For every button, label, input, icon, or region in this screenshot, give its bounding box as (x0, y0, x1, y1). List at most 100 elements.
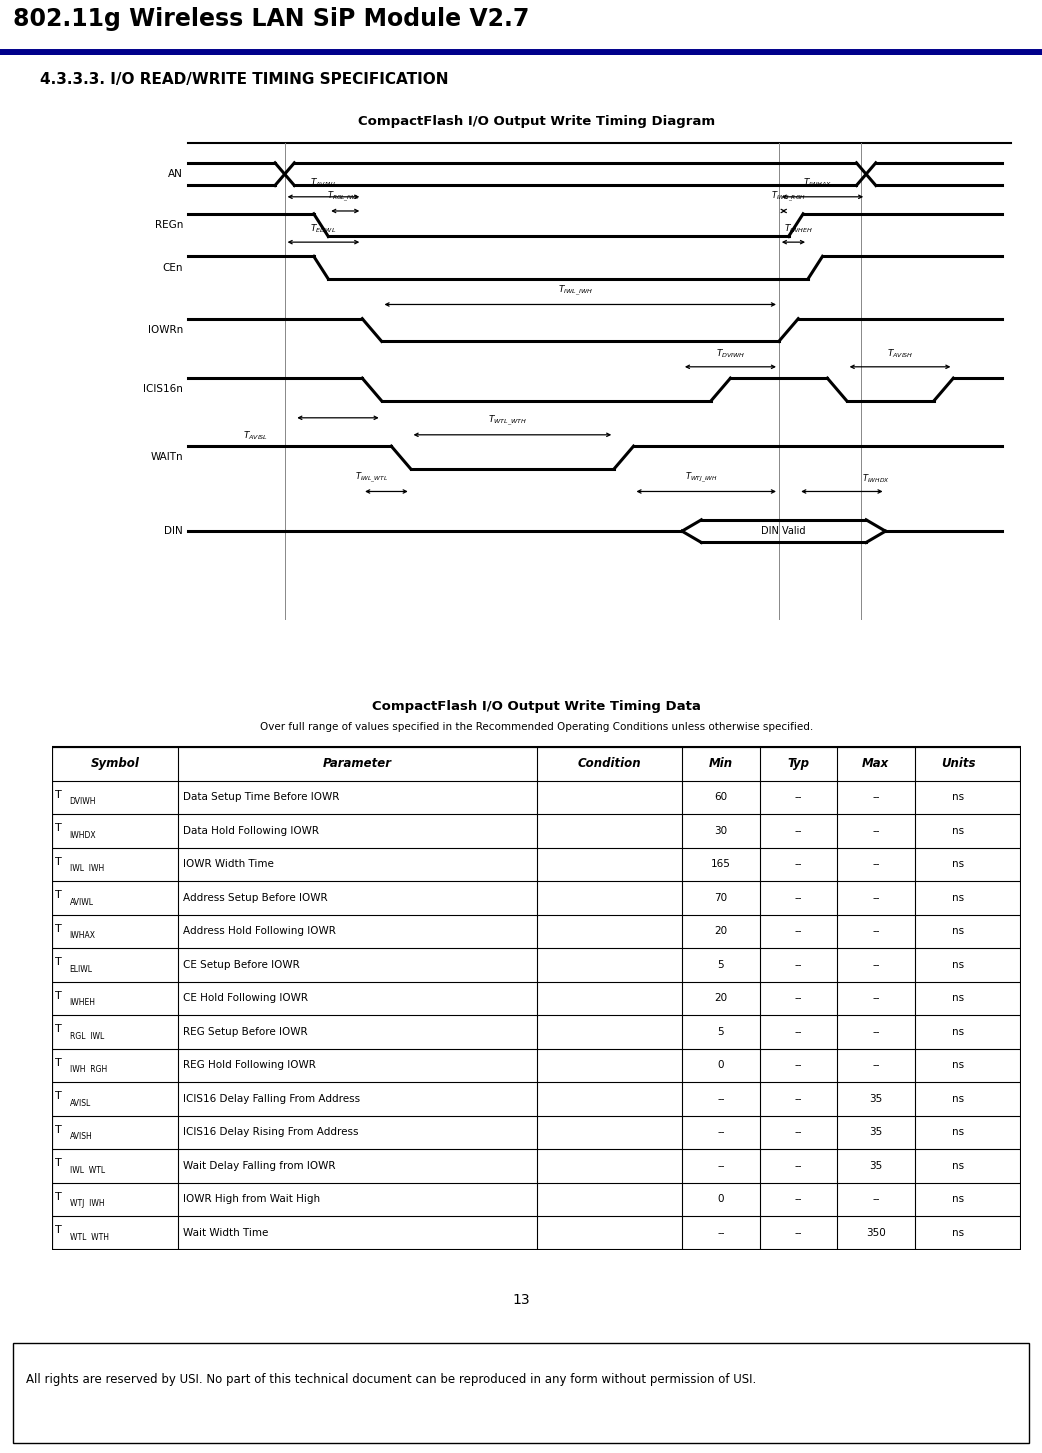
Text: ns: ns (952, 960, 964, 969)
Text: --: -- (795, 994, 802, 1004)
Text: $T_{IWHAX}$: $T_{IWHAX}$ (803, 177, 833, 189)
Text: Wait Width Time: Wait Width Time (183, 1228, 268, 1238)
Text: 13: 13 (513, 1293, 529, 1308)
Text: $T_{AVIWL}$: $T_{AVIWL}$ (309, 177, 338, 189)
Text: --: -- (872, 892, 879, 902)
Text: CEn: CEn (163, 263, 183, 273)
Text: IWH  RGH: IWH RGH (70, 1065, 106, 1074)
Text: Symbol: Symbol (91, 757, 140, 770)
Text: WTL  WTH: WTL WTH (70, 1232, 108, 1242)
Text: T: T (55, 1158, 61, 1168)
Text: --: -- (872, 825, 879, 835)
Text: --: -- (872, 859, 879, 869)
Text: $T_{IWH\_RGH}$: $T_{IWH\_RGH}$ (771, 190, 807, 205)
Text: --: -- (717, 1094, 724, 1104)
Text: WTJ  IWH: WTJ IWH (70, 1199, 104, 1209)
Text: T: T (55, 958, 61, 968)
Text: T: T (55, 1225, 61, 1235)
Text: T: T (55, 1091, 61, 1101)
Text: RGL  IWL: RGL IWL (70, 1032, 104, 1040)
Text: REG Setup Before IOWR: REG Setup Before IOWR (183, 1027, 307, 1037)
Text: --: -- (717, 1228, 724, 1238)
Text: T: T (55, 1024, 61, 1035)
Text: AVIWL: AVIWL (70, 898, 94, 907)
Text: ns: ns (952, 1194, 964, 1205)
Text: --: -- (795, 859, 802, 869)
Text: --: -- (717, 1128, 724, 1138)
Text: 0: 0 (718, 1061, 724, 1071)
Text: $T_{IWHEH}$: $T_{IWHEH}$ (784, 222, 813, 235)
Text: 20: 20 (714, 994, 727, 1004)
Text: 60: 60 (714, 792, 727, 802)
Text: ns: ns (952, 1094, 964, 1104)
Text: IWL  WTL: IWL WTL (70, 1165, 104, 1175)
Text: IWHEH: IWHEH (70, 998, 96, 1007)
Text: Address Hold Following IOWR: Address Hold Following IOWR (183, 927, 336, 936)
Text: 5: 5 (718, 1027, 724, 1037)
Text: --: -- (795, 1061, 802, 1071)
Text: CompactFlash I/O Output Write Timing Diagram: CompactFlash I/O Output Write Timing Dia… (358, 115, 715, 128)
Text: IOWR Width Time: IOWR Width Time (183, 859, 274, 869)
Text: Address Setup Before IOWR: Address Setup Before IOWR (183, 892, 327, 902)
Text: --: -- (795, 927, 802, 936)
Text: ns: ns (952, 994, 964, 1004)
Text: ELIWL: ELIWL (70, 965, 93, 974)
Text: Typ: Typ (788, 757, 810, 770)
Text: AN: AN (168, 169, 183, 179)
Text: 30: 30 (714, 825, 727, 835)
Text: DVIWH: DVIWH (70, 798, 96, 806)
Text: Parameter: Parameter (323, 757, 392, 770)
Text: T: T (55, 1191, 61, 1202)
Text: 35: 35 (869, 1128, 883, 1138)
Text: Min: Min (709, 757, 733, 770)
Text: DIN: DIN (165, 526, 183, 536)
Text: ns: ns (952, 927, 964, 936)
Text: --: -- (795, 892, 802, 902)
Text: --: -- (795, 792, 802, 802)
Text: AVISL: AVISL (70, 1098, 91, 1107)
Text: WAITn: WAITn (150, 452, 183, 462)
Text: Data Hold Following IOWR: Data Hold Following IOWR (183, 825, 319, 835)
Text: 35: 35 (869, 1094, 883, 1104)
Text: T: T (55, 789, 61, 799)
Text: ns: ns (952, 825, 964, 835)
Text: --: -- (717, 1161, 724, 1171)
Text: $T_{RGL\_IWL}$: $T_{RGL\_IWL}$ (326, 190, 359, 205)
Text: IOWR High from Wait High: IOWR High from Wait High (183, 1194, 320, 1205)
Bar (13, 1344, 1029, 1443)
Text: $T_{AVISH}$: $T_{AVISH}$ (887, 347, 914, 360)
Text: T: T (55, 822, 61, 833)
Text: $T_{IWL\_WTL}$: $T_{IWL\_WTL}$ (355, 471, 389, 485)
Text: IWHAX: IWHAX (70, 931, 96, 940)
Text: 350: 350 (866, 1228, 886, 1238)
Text: ICIS16n: ICIS16n (143, 385, 183, 394)
Text: T: T (55, 891, 61, 899)
Text: Wait Delay Falling from IOWR: Wait Delay Falling from IOWR (183, 1161, 336, 1171)
Text: $T_{WTL\_WTH}$: $T_{WTL\_WTH}$ (488, 414, 527, 429)
Text: ns: ns (952, 892, 964, 902)
Text: 35: 35 (869, 1161, 883, 1171)
Text: ns: ns (952, 1061, 964, 1071)
Text: $T_{ELIWL}$: $T_{ELIWL}$ (311, 222, 337, 235)
Text: T: T (55, 1058, 61, 1068)
Text: --: -- (872, 1061, 879, 1071)
Text: --: -- (795, 1027, 802, 1037)
Text: --: -- (872, 927, 879, 936)
Text: Condition: Condition (577, 757, 641, 770)
Text: --: -- (872, 994, 879, 1004)
Text: --: -- (795, 1128, 802, 1138)
Text: $T_{IWL\_IWH}$: $T_{IWL\_IWH}$ (557, 283, 593, 298)
Text: ICIS16 Delay Falling From Address: ICIS16 Delay Falling From Address (183, 1094, 361, 1104)
Text: 0: 0 (718, 1194, 724, 1205)
Text: ns: ns (952, 792, 964, 802)
Text: Units: Units (941, 757, 975, 770)
Text: 5: 5 (718, 960, 724, 969)
Text: 20: 20 (714, 927, 727, 936)
Text: 4.3.3.3. I/O READ/WRITE TIMING SPECIFICATION: 4.3.3.3. I/O READ/WRITE TIMING SPECIFICA… (40, 73, 448, 87)
Text: ns: ns (952, 1228, 964, 1238)
Text: 165: 165 (711, 859, 730, 869)
Text: DIN Valid: DIN Valid (762, 526, 807, 536)
Text: ns: ns (952, 1128, 964, 1138)
Text: $T_{IWHDX}$: $T_{IWHDX}$ (862, 472, 890, 485)
Text: --: -- (795, 1228, 802, 1238)
